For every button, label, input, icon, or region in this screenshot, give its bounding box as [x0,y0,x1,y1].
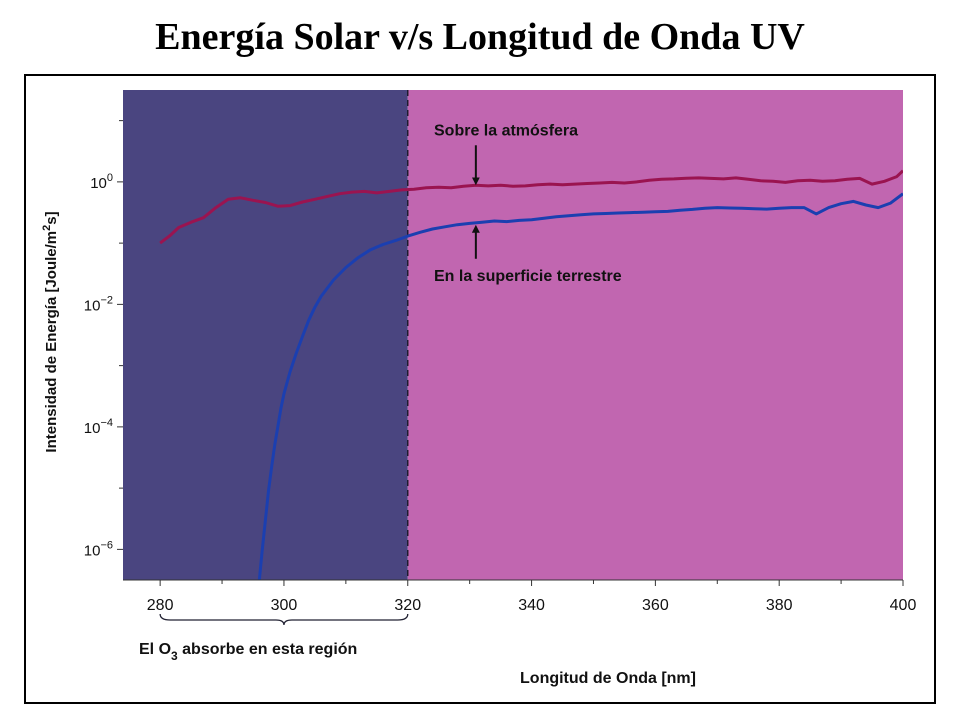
x-tick-label: 380 [766,597,793,614]
y-tick-label: 10−6 [84,539,113,559]
ozone-region-label: El O3 absorbe en esta región [139,641,357,663]
figure-frame: 280 300 320 340 360 380 400 100 10−2 10−4 10−6 In… [24,74,936,704]
annotation-label-0: Sobre la atmósfera [434,122,578,139]
chart: 280 300 320 340 360 380 400 100 10−2 10−4 10−6 In… [41,90,917,687]
y-axis-label: Intensidad de Energía [Joule/m2s] [41,211,60,452]
series-layer [159,169,903,580]
x-tick-label: 320 [394,597,421,614]
x-axis-ticks: 280 300 320 340 360 380 400 [147,580,917,614]
region-band-1 [407,90,903,580]
annotations: Sobre la atmósfera En la superficie terre… [434,122,622,284]
annotation-label-1: En la superficie terrestre [434,268,622,285]
x-axis-label: Longitud de Onda [nm] [520,670,696,687]
x-tick-label: 300 [271,597,298,614]
x-tick-label: 400 [890,597,917,614]
y-tick-label: 10−4 [84,417,113,437]
page-title: Energía Solar v/s Longitud de Onda UV [155,16,805,58]
region-band-0 [123,90,408,580]
y-tick-label: 10−2 [84,294,113,314]
x-tick-label: 360 [642,597,669,614]
series-line-1 [257,192,903,580]
series-line-0 [159,169,903,245]
x-tick-label: 340 [518,597,545,614]
y-axis-ticks: 100 10−2 10−4 10−6 [84,120,123,559]
x-tick-label: 280 [147,597,174,614]
ozone-region-bracket [159,613,409,626]
shaded-regions [123,90,903,580]
y-tick-label: 100 [90,172,113,192]
